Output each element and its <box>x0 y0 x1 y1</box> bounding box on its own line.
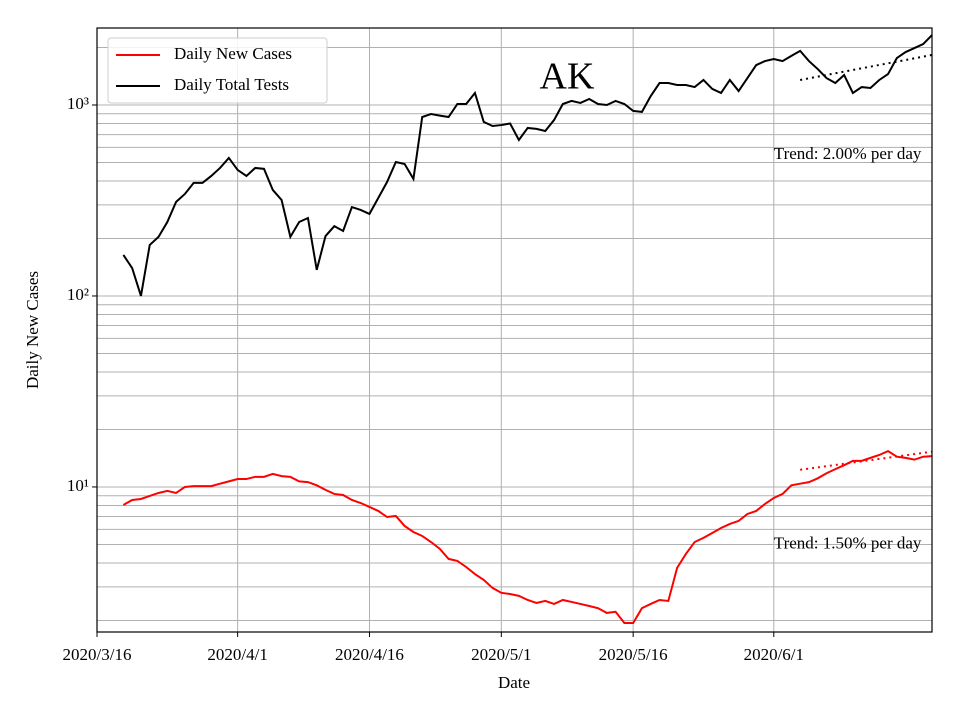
legend-box <box>107 37 328 104</box>
x-tick-label: 2020/5/1 <box>471 645 531 664</box>
x-tick-label: 2020/6/1 <box>744 645 804 664</box>
y-axis-label: Daily New Cases <box>23 271 42 389</box>
x-axis-label: Date <box>498 673 530 692</box>
plot-frame <box>96 27 933 633</box>
y-tick-label: 10¹ <box>67 476 89 495</box>
x-tick-label: 2020/5/16 <box>599 645 668 664</box>
data-line <box>122 450 933 624</box>
x-tick-label: 2020/3/16 <box>63 645 132 664</box>
data-line <box>122 34 933 297</box>
trend-label: Trend: 1.50% per day <box>774 534 922 553</box>
y-tick-label: 10² <box>67 285 89 304</box>
x-tick-label: 2020/4/16 <box>335 645 404 664</box>
trend-line <box>800 450 933 471</box>
trend-line <box>799 53 933 81</box>
trend-label: Trend: 2.00% per day <box>774 144 922 163</box>
legend-label: Daily Total Tests <box>174 75 289 94</box>
legend-label: Daily New Cases <box>174 44 292 63</box>
y-tick-label: 10³ <box>67 94 89 113</box>
chart-title: AK <box>540 56 595 98</box>
x-tick-label: 2020/4/1 <box>207 645 267 664</box>
